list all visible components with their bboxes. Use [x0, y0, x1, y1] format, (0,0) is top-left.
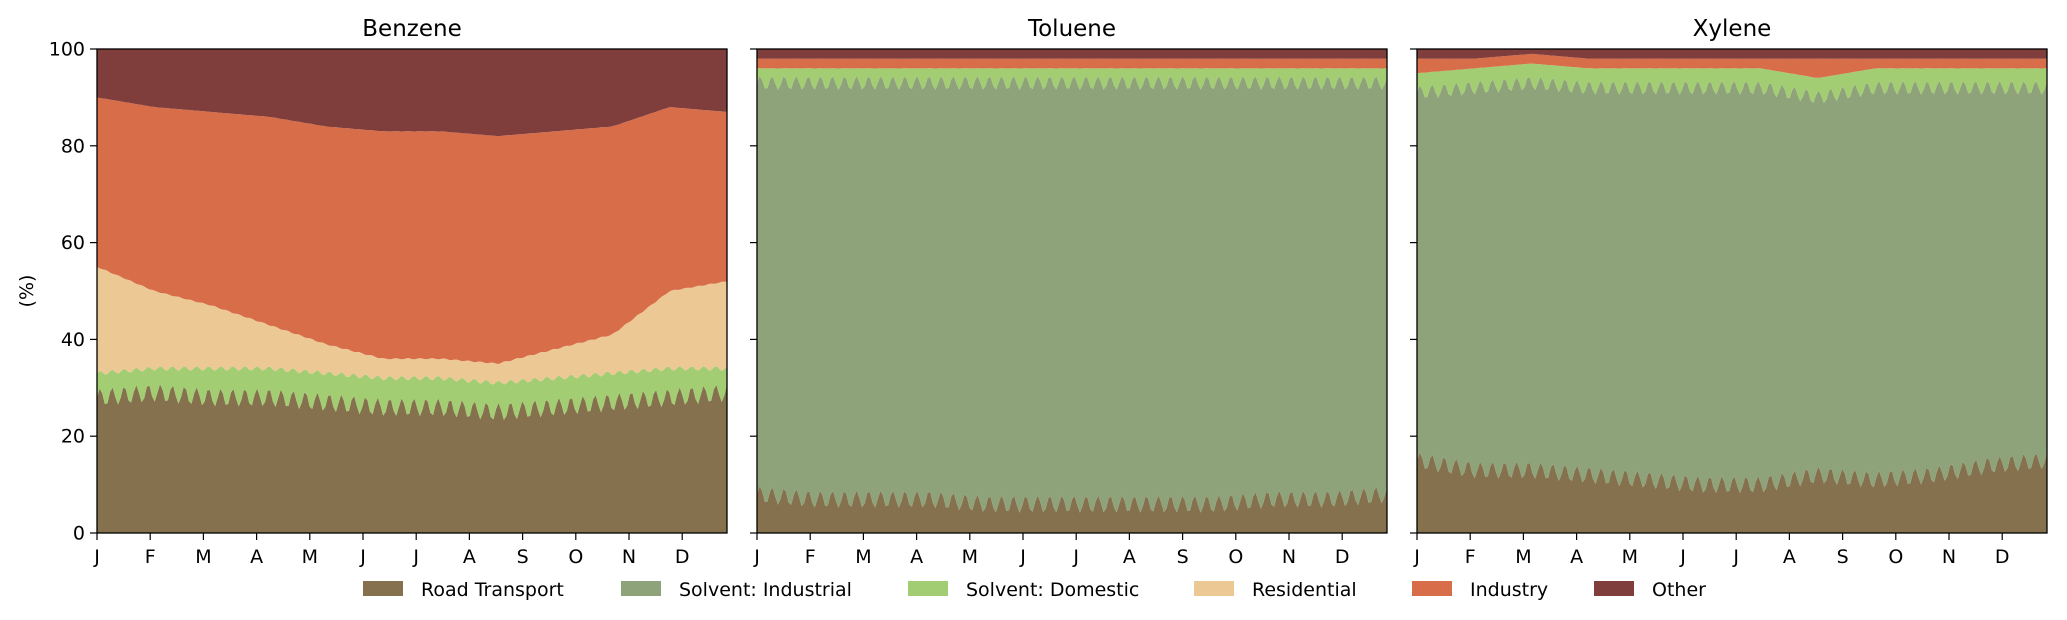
legend-label: Other — [1652, 579, 1706, 601]
x-tick-label: S — [1837, 546, 1849, 568]
y-tick-label: 80 — [61, 135, 85, 157]
x-tick-label: D — [1995, 546, 2010, 568]
legend-swatch — [363, 581, 403, 596]
legend-item-solvent-industrial: Solvent: Industrial — [621, 579, 852, 601]
legend-label: Industry — [1470, 579, 1548, 601]
legend-item-residential: Residential — [1194, 579, 1357, 601]
panel-benzene: 0 20 40 60 80 100 J F M A M J J A S O N D Benzene (%) — [16, 16, 728, 568]
legend-swatch — [1594, 581, 1634, 596]
area-benzene-other — [97, 49, 727, 137]
area-xylene-industry — [1417, 53, 2047, 78]
y-tick-label: 0 — [73, 523, 85, 545]
x-tick-label: S — [517, 546, 529, 568]
area-benzene-residential — [97, 266, 727, 385]
x-tick-label: N — [622, 546, 636, 568]
x-tick-label: D — [675, 546, 690, 568]
x-tick-label: F — [145, 546, 156, 568]
area-xylene-road-transport — [1417, 452, 2047, 533]
legend-item-other: Other — [1594, 579, 1706, 601]
chart-legend: Road Transport Solvent: Industrial Solvent… — [363, 579, 1706, 601]
y-tick-label: 20 — [61, 426, 85, 448]
x-tick-label: J — [412, 546, 419, 568]
x-tick-label: N — [1282, 546, 1296, 568]
area-benzene-solvent-domestic — [97, 366, 727, 420]
area-toluene-solvent-industrial — [757, 76, 1387, 513]
x-tick-label: M — [1622, 546, 1638, 568]
x-tick-label: J — [753, 546, 760, 568]
x-tick-label: J — [1072, 546, 1079, 568]
legend-swatch — [621, 581, 661, 596]
legend-label: Solvent: Domestic — [966, 579, 1139, 601]
legend-label: Residential — [1252, 579, 1357, 601]
legend-swatch — [1194, 581, 1234, 596]
x-tick-label: J — [359, 546, 366, 568]
legend-label: Solvent: Industrial — [679, 579, 852, 601]
x-tick-label: A — [1783, 546, 1796, 568]
x-tick-label: M — [855, 546, 871, 568]
area-toluene-solvent-domestic — [757, 68, 1387, 90]
y-axis-label: (%) — [16, 275, 38, 308]
x-tick-label: D — [1335, 546, 1350, 568]
area-toluene-industry — [757, 58, 1387, 69]
area-xylene-solvent-industrial — [1417, 76, 2047, 494]
plot-frame — [756, 48, 1388, 534]
x-tick-label: S — [1177, 546, 1189, 568]
x-tick-label: F — [805, 546, 816, 568]
legend-swatch — [1412, 581, 1452, 596]
x-tick-label: O — [568, 546, 583, 568]
panel-toluene: J F M A M J J A S O N D Toluene — [750, 16, 1388, 568]
legend-swatch — [908, 581, 948, 596]
area-xylene-other — [1417, 49, 2047, 59]
legend-label: Road Transport — [421, 579, 564, 601]
x-tick-label: O — [1888, 546, 1903, 568]
x-tick-label: A — [1570, 546, 1583, 568]
x-tick-label: F — [1465, 546, 1476, 568]
x-tick-label: A — [910, 546, 923, 568]
legend-item-industry: Industry — [1412, 579, 1548, 601]
area-benzene-industry — [97, 97, 727, 365]
x-tick-label: A — [250, 546, 263, 568]
plot-frame — [1416, 48, 2048, 534]
y-tick-label: 60 — [61, 232, 85, 254]
y-tick-label: 100 — [49, 39, 85, 61]
x-tick-label: O — [1228, 546, 1243, 568]
panel-xylene: J F M A M J J A S O N D Xylene — [1410, 16, 2048, 568]
x-tick-label: M — [302, 546, 318, 568]
x-tick-label: M — [962, 546, 978, 568]
area-xylene-solvent-domestic — [1417, 63, 2047, 103]
area-benzene-road-transport — [97, 384, 727, 533]
x-tick-label: M — [195, 546, 211, 568]
panel-title: Benzene — [362, 16, 461, 42]
panel-title: Toluene — [1027, 16, 1116, 42]
legend-item-road-transport: Road Transport — [363, 579, 564, 601]
x-tick-label: A — [463, 546, 476, 568]
legend-item-solvent-domestic: Solvent: Domestic — [908, 579, 1139, 601]
area-toluene-other — [757, 49, 1387, 59]
panel-title: Xylene — [1693, 16, 1772, 42]
x-tick-label: J — [1019, 546, 1026, 568]
area-toluene-road-transport — [757, 486, 1387, 533]
x-tick-label: A — [1123, 546, 1136, 568]
x-tick-label: J — [1413, 546, 1420, 568]
x-tick-label: J — [93, 546, 100, 568]
x-tick-label: N — [1942, 546, 1956, 568]
x-tick-label: J — [1679, 546, 1686, 568]
y-tick-label: 40 — [61, 329, 85, 351]
x-tick-label: M — [1515, 546, 1531, 568]
plot-frame — [96, 48, 728, 534]
x-tick-label: J — [1732, 546, 1739, 568]
